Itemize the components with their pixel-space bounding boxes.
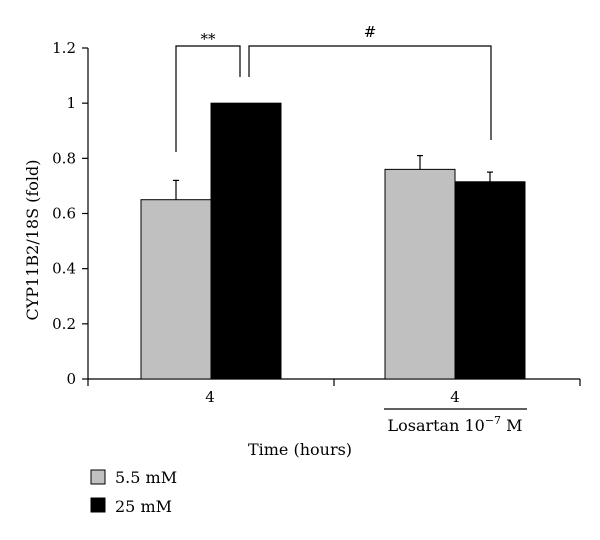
y-axis: 0 0.2 0.4 0.6 0.8 1 1.2 <box>52 39 89 388</box>
bar-5-5-mm-group1 <box>140 199 212 380</box>
bar-25-mm-group2 <box>454 181 526 380</box>
y-tick-label: 0.6 <box>52 205 76 223</box>
bracket-hash <box>248 45 492 140</box>
y-tick-label: 1 <box>66 94 76 112</box>
y-tick-label: 0.2 <box>52 315 76 333</box>
x-axis-label: Time (hours) <box>248 440 352 459</box>
bracket-double-star <box>175 45 241 152</box>
y-tick-label: 0.8 <box>52 149 76 167</box>
y-tick-label: 0.4 <box>52 260 76 278</box>
bar-5-5-mm-group2 <box>384 168 456 380</box>
legend-label-5-5mm: 5.5 mM <box>115 468 177 487</box>
y-tick-label: 0 <box>66 370 76 388</box>
x-tick-label-group2: 4 <box>450 388 460 406</box>
bar-25-mm-group1 <box>210 102 282 380</box>
y-tick-label: 1.2 <box>52 39 76 57</box>
bars <box>140 102 526 380</box>
x-axis <box>87 378 581 386</box>
error-bars <box>173 154 493 200</box>
annotation-hash: # <box>364 23 377 41</box>
losartan-label: Losartan 10−7 M <box>387 414 522 435</box>
legend: 5.5 mM 25 mM <box>90 468 177 516</box>
x-tick-label-group1: 4 <box>205 388 215 406</box>
legend-swatch-5-5mm <box>90 469 106 485</box>
legend-swatch-25mm <box>90 497 106 513</box>
legend-label-25mm: 25 mM <box>115 497 172 516</box>
y-axis-label: CYP11B2/18S (fold) <box>23 159 42 320</box>
annotation-double-star: ** <box>201 30 217 48</box>
significance-annotations: ** # <box>175 23 492 152</box>
